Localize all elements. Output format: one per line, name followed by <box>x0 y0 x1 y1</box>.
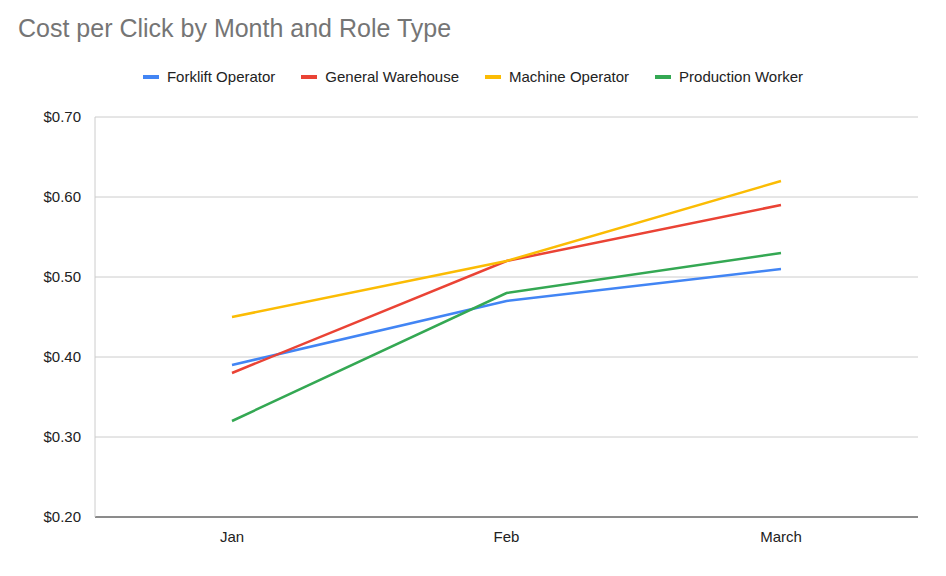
svg-text:Jan: Jan <box>220 528 244 545</box>
html-text:Production Worker: Production Worker <box>679 68 803 85</box>
svg-text:$0.20: $0.20 <box>43 508 81 525</box>
html-text:General Warehouse: General Warehouse <box>325 68 459 85</box>
svg-text:March: March <box>760 528 802 545</box>
svg-text:$0.60: $0.60 <box>43 188 81 205</box>
svg-text:$0.30: $0.30 <box>43 428 81 445</box>
svg-text:$0.70: $0.70 <box>43 108 81 125</box>
html-text:Cost per Click by Month and Ro: Cost per Click by Month and Role Type <box>18 14 452 42</box>
svg-text:$0.50: $0.50 <box>43 268 81 285</box>
html-text:Machine Operator: Machine Operator <box>509 68 630 85</box>
svg-text:Feb: Feb <box>494 528 520 545</box>
svg-text:$0.40: $0.40 <box>43 348 81 365</box>
html-text:Forklift Operator: Forklift Operator <box>167 68 276 85</box>
